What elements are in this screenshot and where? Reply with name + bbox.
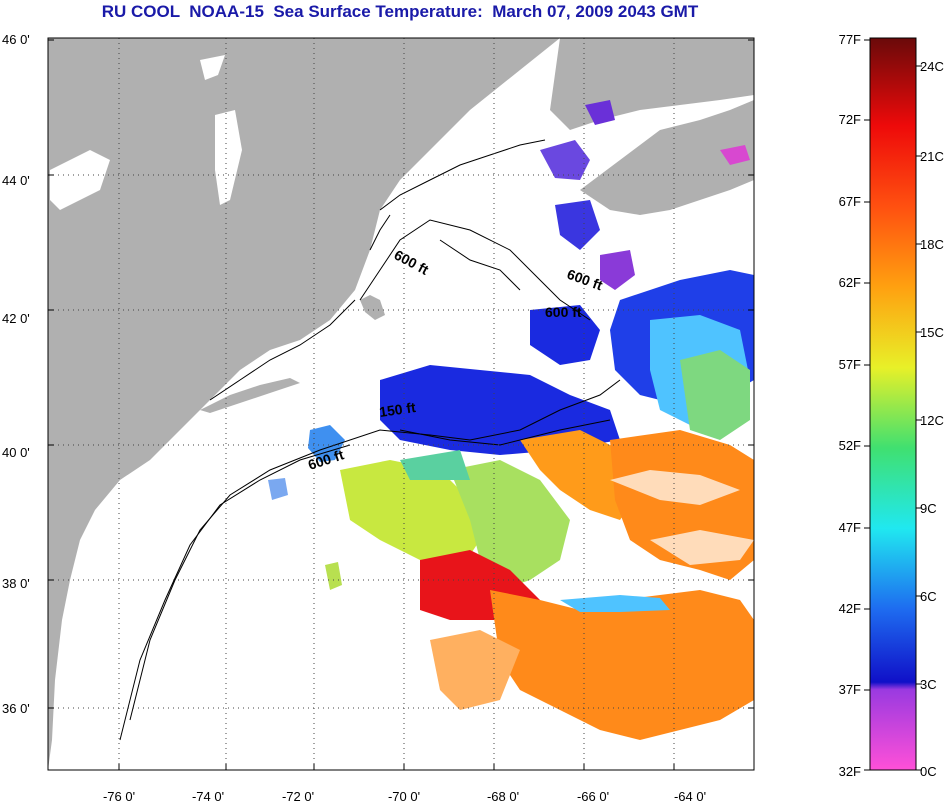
colorbar-c-label: 0C	[920, 764, 937, 779]
colorbar-c-label: 15C	[920, 325, 944, 340]
contour-label: 600 ft	[545, 304, 582, 320]
colorbar-c-label: 21C	[920, 149, 944, 164]
inland-lake	[200, 55, 225, 80]
land-long-island	[200, 378, 300, 413]
map-grid	[48, 38, 754, 770]
lake-champlain	[215, 110, 242, 205]
lon-label: -66 0'	[577, 789, 609, 804]
colorbar-f-label: 52F	[839, 438, 861, 453]
contour-label: 150 ft	[378, 399, 417, 420]
lat-label: 40 0'	[2, 445, 30, 460]
colorbar-f-label: 42F	[839, 601, 861, 616]
map-frame	[47, 37, 755, 771]
lat-label: 46 0'	[2, 32, 30, 47]
colorbar-f-label: 77F	[839, 32, 861, 47]
colorbar-c-label: 18C	[920, 237, 944, 252]
lon-label: -70 0'	[388, 789, 420, 804]
colorbar-c-label: 6C	[920, 589, 937, 604]
land-nova-scotia	[580, 100, 754, 215]
land-cape-cod	[360, 295, 385, 320]
colorbar-f-label: 57F	[839, 357, 861, 372]
colorbar-c-label: 9C	[920, 501, 937, 516]
lon-label: -76 0'	[103, 789, 135, 804]
lake-ontario	[50, 150, 110, 210]
lat-label: 36 0'	[2, 701, 30, 716]
map-ticks	[48, 39, 754, 770]
colorbar-f-label: 67F	[839, 194, 861, 209]
lat-label: 38 0'	[2, 576, 30, 591]
sst-data	[268, 100, 754, 740]
colorbar-f-label: 47F	[839, 520, 861, 535]
bathymetry-contours	[119, 219, 621, 741]
lon-label: -72 0'	[282, 789, 314, 804]
colorbar-c-label: 24C	[920, 59, 944, 74]
colorbar-c-label: 12C	[920, 413, 944, 428]
map-area	[48, 38, 754, 770]
colorbar-c-label: 3C	[920, 677, 937, 692]
lon-label: -64 0'	[674, 789, 706, 804]
map-title: RU COOL NOAA-15 Sea Surface Temperature:…	[101, 2, 699, 21]
colorbar-ticks	[864, 39, 922, 771]
land-north-america	[48, 38, 560, 770]
colorbar	[869, 37, 917, 771]
chesapeake-bay	[70, 500, 140, 770]
lat-label: 44 0'	[2, 173, 30, 188]
colorbar-f-label: 72F	[839, 112, 861, 127]
lon-label: -74 0'	[192, 789, 224, 804]
lat-label: 42 0'	[2, 311, 30, 326]
colorbar-f-label: 62F	[839, 275, 861, 290]
colorbar-f-label: 32F	[839, 764, 861, 779]
lon-label: -68 0'	[487, 789, 519, 804]
coastline	[209, 139, 546, 401]
colorbar-f-label: 37F	[839, 682, 861, 697]
